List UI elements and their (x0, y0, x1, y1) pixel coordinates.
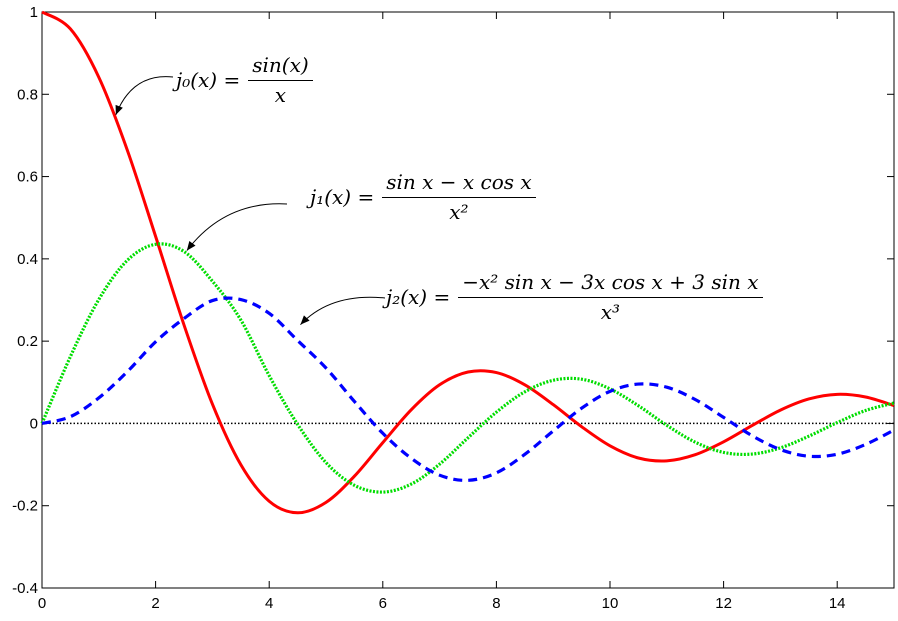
annotation-arrow-line (186, 203, 288, 251)
x-tick-label: 14 (829, 595, 846, 612)
x-tick-label: 10 (602, 595, 619, 612)
annotation-j0-lhs: j₀(x) = (176, 68, 241, 92)
annotation-j2: j₂(x) = −x² sin x − 3x cos x + 3 sin x x… (386, 270, 763, 324)
annotation-arrow-head (186, 240, 196, 251)
annotation-j0-numerator: sin(x) (248, 53, 313, 81)
j0-curve (41, 10, 895, 515)
y-tick-label: 0.6 (17, 169, 38, 186)
x-tick-label: 2 (151, 595, 159, 612)
plot-frame (41, 11, 895, 589)
annotation-j2-denominator: x³ (600, 300, 621, 324)
annotation-j2-numerator: −x² sin x − 3x cos x + 3 sin x (458, 270, 763, 298)
y-tick-label: -0.4 (12, 580, 38, 597)
y-tick-label: -0.2 (12, 498, 38, 515)
x-tick-label: 12 (715, 595, 732, 612)
annotation-arrow-line (300, 296, 386, 326)
annotation-j1-fraction: sin x − x cos x x² (382, 170, 536, 224)
annotation-arrow-head (300, 315, 310, 325)
axes: 0 2 4 6 8 10 12 14 -0.4 -0.2 0 0.2 0.4 0.6 0.8 1 (12, 4, 895, 612)
x-tick-label: 8 (492, 595, 500, 612)
annotation-j0-denominator: x (274, 83, 287, 107)
y-tick-label: 0.8 (17, 86, 38, 103)
annotation-j1: j₁(x) = sin x − x cos x x² (310, 170, 536, 224)
annotation-j0: j₀(x) = sin(x) x (176, 53, 313, 107)
y-tick-label: 0 (30, 415, 38, 432)
y-tick-label: 0.4 (17, 251, 38, 268)
annotation-j0-fraction: sin(x) x (248, 53, 313, 107)
annotation-arrows (115, 76, 386, 326)
annotation-j2-fraction: −x² sin x − 3x cos x + 3 sin x x³ (458, 270, 763, 324)
annotation-arrow-head (115, 104, 123, 115)
annotation-j1-denominator: x² (449, 200, 469, 224)
x-tick-label: 4 (265, 595, 273, 612)
annotation-j1-lhs: j₁(x) = (310, 185, 375, 209)
annotation-j2-lhs: j₂(x) = (386, 285, 451, 309)
j2-curve (41, 296, 895, 482)
x-tick-label: 6 (379, 595, 387, 612)
x-tick-label: 0 (38, 595, 46, 612)
annotation-arrow-line (115, 76, 174, 116)
j1-curve (40, 242, 895, 494)
annotation-j1-numerator: sin x − x cos x (382, 170, 536, 198)
series-layer (40, 10, 895, 515)
y-tick-label: 0.2 (17, 333, 38, 350)
y-tick-label: 1 (30, 4, 38, 21)
